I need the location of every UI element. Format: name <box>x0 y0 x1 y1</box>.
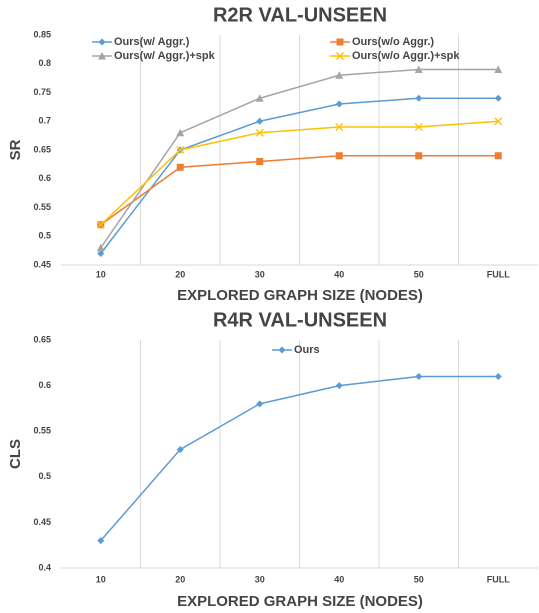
y-tick-label: 0.65 <box>33 334 51 344</box>
marker <box>255 128 264 137</box>
marker <box>494 65 503 73</box>
marker <box>176 445 184 453</box>
series <box>96 117 503 229</box>
x-tick-label: FULL <box>487 574 510 584</box>
marker <box>97 537 105 545</box>
marker <box>415 152 423 160</box>
x-tick-label: 10 <box>96 574 106 584</box>
marker <box>176 146 185 154</box>
legend-label: Ours(w/o Aggr.)+spk <box>352 50 460 62</box>
marker <box>335 123 344 131</box>
marker <box>336 38 344 46</box>
marker <box>98 52 106 60</box>
chart-title: R4R VAL-UNSEEN <box>213 309 387 331</box>
y-tick-label: 0.4 <box>38 562 51 572</box>
legend-label: Ours <box>294 344 320 356</box>
x-tick-label: FULL <box>487 269 510 279</box>
line <box>100 155 499 226</box>
y-tick-label: 0.8 <box>38 58 51 68</box>
marker <box>335 152 343 160</box>
y-axis-title: CLS <box>7 439 24 469</box>
legend-label: Ours(w/o Aggr.) <box>352 36 434 48</box>
marker <box>96 243 105 252</box>
marker <box>414 65 423 73</box>
x-tick-label: 20 <box>175 269 185 279</box>
x-tick-label: 40 <box>334 574 344 584</box>
y-tick-label: 0.55 <box>33 426 51 436</box>
marker <box>494 117 503 126</box>
x-tick-label: 30 <box>255 574 265 584</box>
y-tick-label: 0.7 <box>38 116 51 126</box>
y-tick-label: 0.45 <box>33 259 51 269</box>
x-axis-title: EXPLORED GRAPH SIZE (NODES) <box>177 593 423 610</box>
legend-label: Ours(w/ Aggr.) <box>114 36 190 48</box>
marker <box>278 346 286 354</box>
line <box>100 375 499 542</box>
line <box>100 97 499 254</box>
y-tick-label: 0.5 <box>38 231 51 241</box>
marker <box>414 123 423 131</box>
x-tick-label: 40 <box>334 269 344 279</box>
marker <box>494 152 502 160</box>
line <box>100 120 499 226</box>
marker <box>97 250 105 257</box>
y-tick-label: 0.75 <box>33 87 51 97</box>
y-tick-label: 0.5 <box>38 471 51 481</box>
marker <box>96 220 105 229</box>
series <box>96 65 503 252</box>
x-tick-label: 50 <box>414 269 424 279</box>
x-tick-label: 50 <box>414 574 424 584</box>
marker <box>176 163 184 171</box>
marker <box>256 400 264 408</box>
x-axis-title: EXPLORED GRAPH SIZE (NODES) <box>177 287 423 304</box>
line <box>100 68 499 249</box>
marker <box>176 128 185 137</box>
marker <box>494 372 502 380</box>
chart-title: R2R VAL-UNSEEN <box>213 4 387 26</box>
marker <box>336 52 344 60</box>
marker <box>494 94 502 102</box>
marker <box>415 94 423 102</box>
y-tick-label: 0.6 <box>38 380 51 390</box>
y-tick-label: 0.85 <box>33 29 51 39</box>
legend-label: Ours(w/ Aggr.)+spk <box>114 50 216 62</box>
marker <box>415 372 423 380</box>
x-tick-label: 30 <box>255 269 265 279</box>
marker <box>335 71 344 79</box>
marker <box>256 158 264 165</box>
marker <box>255 94 264 102</box>
x-tick-label: 10 <box>96 269 106 279</box>
marker <box>98 38 106 46</box>
x-tick-label: 20 <box>175 574 185 584</box>
y-tick-label: 0.55 <box>33 202 51 212</box>
y-tick-label: 0.6 <box>38 173 51 183</box>
y-axis-title: SR <box>7 139 24 160</box>
marker <box>256 117 264 125</box>
y-tick-label: 0.45 <box>33 517 51 527</box>
series <box>97 372 502 545</box>
y-tick-label: 0.65 <box>33 144 51 154</box>
marker <box>335 100 343 108</box>
marker <box>335 382 343 390</box>
